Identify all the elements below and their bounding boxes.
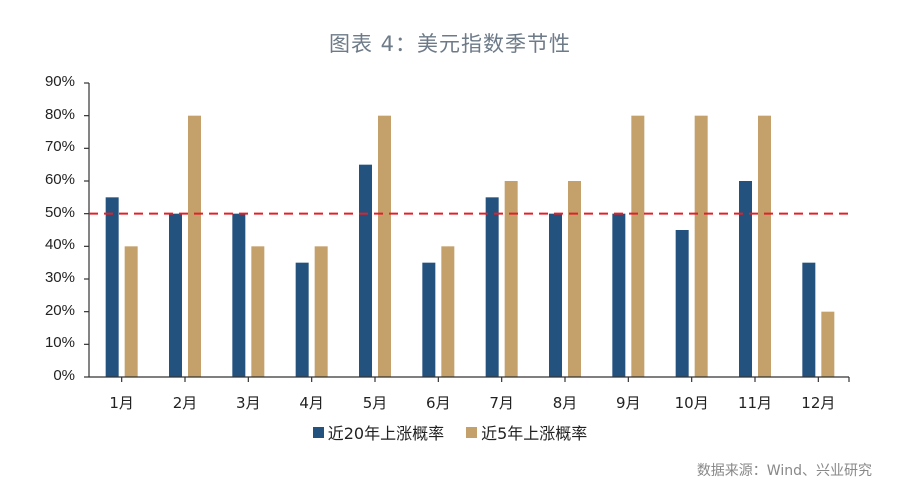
bar-5y (124, 246, 138, 377)
bar-5y (631, 115, 645, 378)
bar-20y (802, 262, 816, 377)
legend: 近20年上涨概率 近5年上涨概率 (0, 420, 900, 444)
x-tick-label: 10月 (674, 394, 709, 412)
bar-5y (568, 181, 581, 377)
bar-5y (694, 115, 708, 378)
bar-20y (739, 181, 752, 377)
x-tick-label: 4月 (299, 394, 324, 412)
x-tick-label: 6月 (426, 394, 451, 412)
y-tick-label: 90% (44, 73, 75, 90)
bar-5y (378, 115, 391, 378)
x-tick-label: 7月 (489, 394, 514, 412)
x-tick-label: 9月 (616, 394, 641, 412)
bar-20y (105, 197, 119, 377)
x-tick-label: 2月 (172, 394, 198, 412)
y-tick-label: 40% (44, 236, 75, 254)
bar-5y (821, 311, 835, 377)
y-tick-label: 50% (44, 203, 75, 221)
x-tick-label: 12月 (801, 394, 836, 412)
legend-item-20y: 近20年上涨概率 (312, 420, 445, 444)
legend-label-5y: 近5年上涨概率 (481, 424, 588, 443)
y-tick-label: 10% (44, 334, 75, 352)
chart-title: 图表 4：美元指数季节性 (328, 32, 572, 56)
bar-20y (675, 230, 689, 377)
legend-swatch-5y (466, 426, 478, 438)
bar-20y (612, 213, 626, 377)
bar-20y (169, 213, 182, 377)
x-tick-label: 5月 (362, 394, 388, 412)
y-tick-label: 80% (44, 105, 75, 123)
bar-5y (188, 115, 201, 378)
y-tick-label: 30% (44, 269, 75, 286)
bar-5y (758, 115, 771, 378)
bar-20y (359, 164, 372, 377)
data-source: 数据来源：Wind、兴业研究 (696, 463, 872, 479)
x-tick-label: 11月 (737, 394, 773, 412)
bar-20y (485, 197, 499, 377)
x-tick-label: 8月 (552, 394, 578, 412)
bar-5y (251, 246, 265, 377)
bar-20y (549, 213, 562, 377)
bar-5y (314, 246, 328, 377)
y-tick-label: 0% (53, 367, 75, 384)
x-tick-label: 1月 (109, 394, 134, 412)
y-tick-label: 60% (44, 171, 75, 188)
bar-20y (422, 262, 436, 377)
legend-item-5y: 近5年上涨概率 (466, 420, 587, 444)
y-tick-label: 70% (44, 138, 75, 156)
bar-5y (504, 181, 518, 377)
bar-20y (232, 213, 246, 377)
legend-swatch-20y (312, 426, 324, 438)
x-tick-label: 3月 (236, 394, 261, 412)
bar-5y (441, 246, 455, 377)
bar-20y (295, 262, 309, 377)
y-tick-label: 20% (44, 301, 75, 319)
legend-label-20y: 近20年上涨概率 (327, 424, 445, 443)
